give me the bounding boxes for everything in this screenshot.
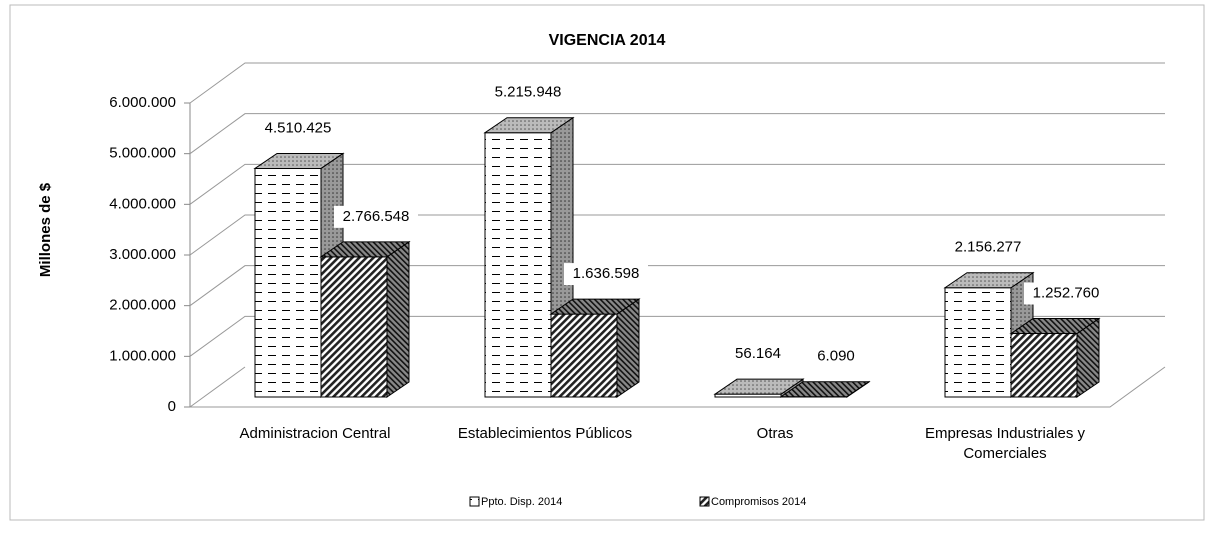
- value-label: 56.164: [735, 345, 781, 362]
- bar-top: [943, 272, 1035, 289]
- bar: [944, 287, 1012, 398]
- floor-line: [190, 366, 1166, 408]
- legend-swatch: [699, 496, 710, 507]
- y-axis-title: Millones de $: [37, 182, 54, 277]
- bar: [550, 313, 618, 398]
- value-label: 1.252.760: [1033, 284, 1100, 301]
- bar-top: [1009, 318, 1101, 335]
- bar-side: [386, 240, 410, 398]
- value-label-bg: [334, 205, 418, 228]
- value-label: 2.156.277: [955, 239, 1022, 256]
- bar-top: [319, 241, 411, 258]
- bar-top: [713, 378, 805, 395]
- value-label-bg: [716, 343, 800, 366]
- value-label: 1.636.598: [573, 265, 640, 282]
- value-label-bg: [794, 345, 878, 368]
- x-tick-label: Otras: [756, 425, 794, 442]
- y-tick-label: 5.000.000: [109, 145, 176, 162]
- value-label-bg: [1024, 282, 1108, 305]
- value-label: 4.510.425: [265, 119, 332, 136]
- legend-swatch: [469, 496, 480, 507]
- chart-border: [9, 4, 1205, 521]
- value-label: 5.215.948: [495, 84, 562, 101]
- y-tick-label: 3.000.000: [109, 246, 176, 263]
- bar-top: [253, 152, 345, 169]
- grid-line: [189, 214, 1165, 256]
- chart-title: VIGENCIA 2014: [549, 32, 666, 49]
- y-tick-label: 0: [168, 398, 176, 415]
- value-label: 2.766.548: [343, 208, 410, 225]
- value-label-bg: [946, 236, 1030, 259]
- legend-label: Ppto. Disp. 2014: [481, 496, 562, 508]
- grid-line: [189, 163, 1165, 205]
- y-tick-label: 2.000.000: [109, 297, 176, 314]
- value-label-bg: [564, 263, 648, 286]
- x-tick-label: Administracion Central: [239, 425, 391, 442]
- grid-line: [189, 265, 1165, 307]
- bar: [1010, 333, 1078, 398]
- grid-line: [189, 113, 1165, 155]
- floor-edge: [189, 366, 246, 408]
- legend-label: Compromisos 2014: [711, 496, 806, 508]
- bar: [484, 132, 552, 398]
- grid-line: [189, 315, 1165, 357]
- x-tick-label: Empresas Industriales y Comerciales: [924, 425, 1086, 462]
- bar-top: [483, 117, 575, 134]
- value-label-bg: [256, 117, 340, 140]
- bar-top: [779, 381, 871, 398]
- y-tick-label: 1.000.000: [109, 347, 176, 364]
- bar: [320, 256, 388, 398]
- bar-top: [549, 298, 641, 315]
- x-tick-label: Establecimientos Públicos: [457, 425, 633, 442]
- value-label: 6.090: [817, 348, 855, 365]
- grid-line: [189, 62, 1165, 104]
- value-label-bg: [486, 81, 570, 104]
- y-tick-label: 6.000.000: [109, 94, 176, 111]
- y-tick-label: 4.000.000: [109, 195, 176, 212]
- bar-side: [616, 298, 640, 398]
- bar: [254, 167, 322, 398]
